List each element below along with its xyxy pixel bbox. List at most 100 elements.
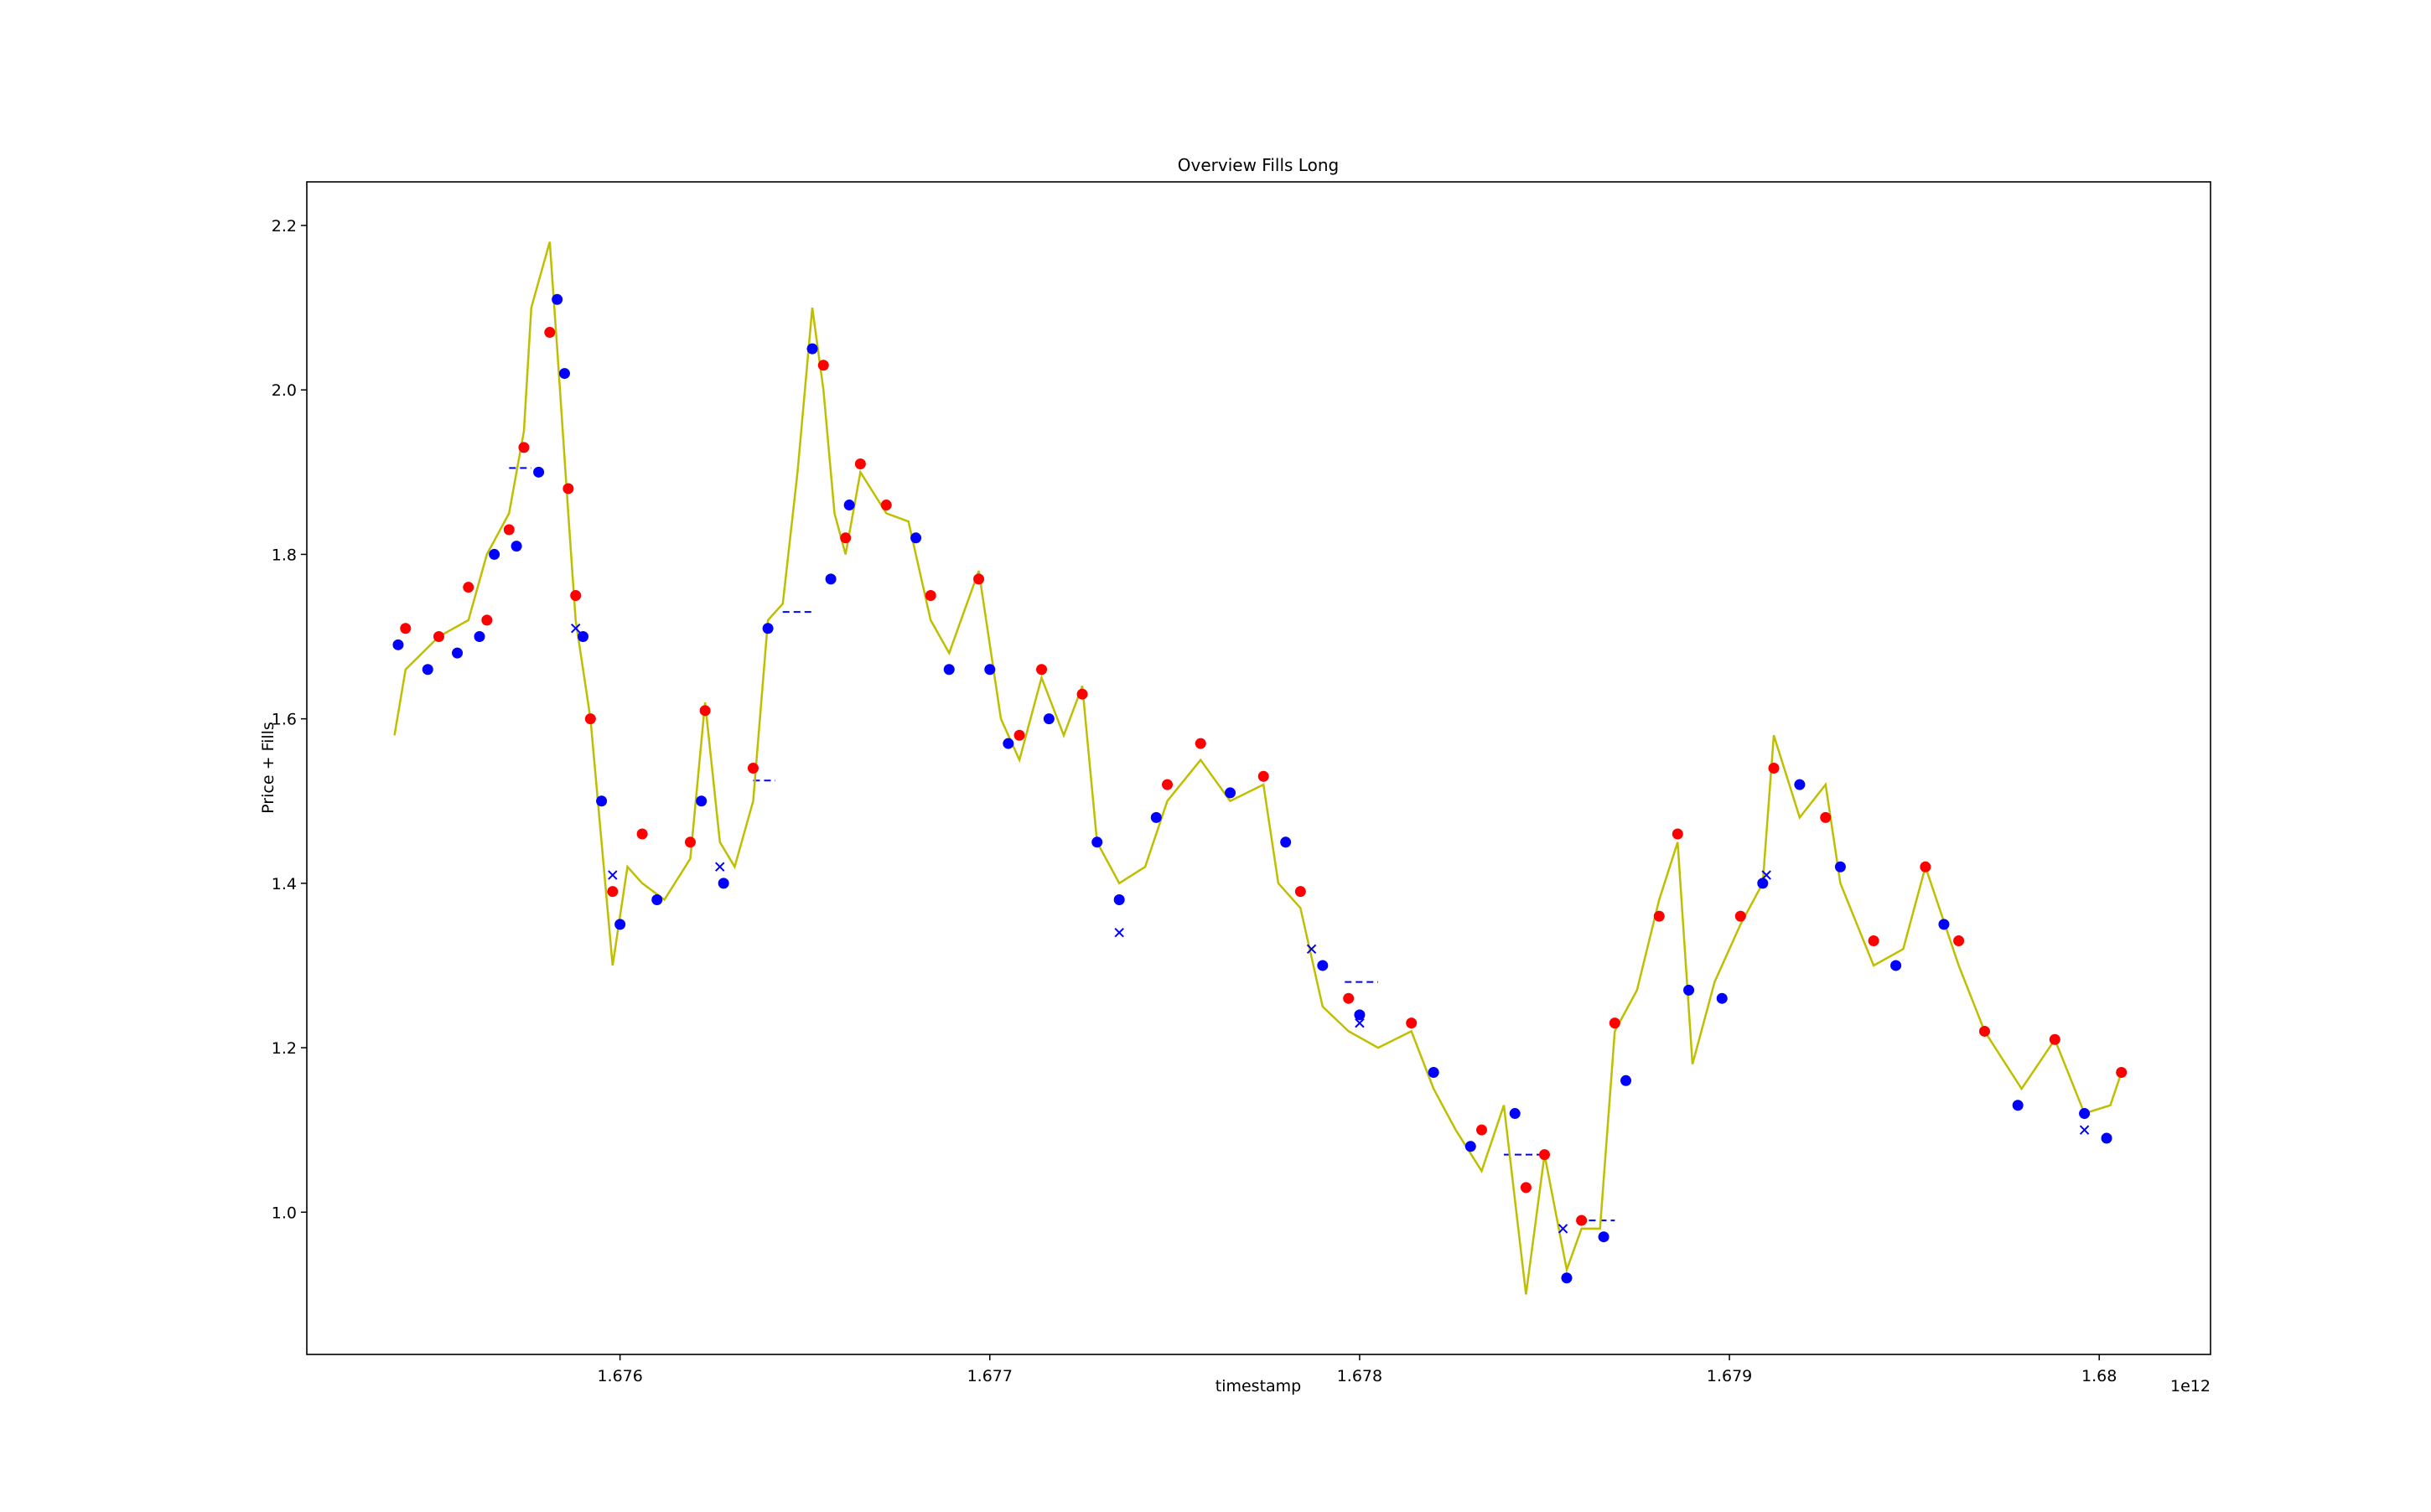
fill-dot xyxy=(596,795,608,807)
fill-dot xyxy=(1003,738,1014,749)
y-tick-label: 1.2 xyxy=(272,1039,297,1058)
fill-cross xyxy=(1114,928,1124,938)
fill-dot xyxy=(1820,811,1832,823)
fill-dot xyxy=(570,589,582,601)
fill-dot xyxy=(1354,1009,1366,1021)
fill-dot xyxy=(1091,836,1103,848)
fill-dot xyxy=(474,631,485,643)
fill-dot xyxy=(1280,836,1292,848)
fill-dot xyxy=(1620,1074,1632,1086)
fill-dot xyxy=(562,483,574,495)
plot-frame xyxy=(306,181,2211,1355)
fill-dot xyxy=(489,548,500,560)
fill-dot xyxy=(762,623,774,634)
fill-dot xyxy=(1598,1231,1609,1243)
x-tick-label: 1.677 xyxy=(967,1367,1013,1385)
x-tick-label: 1.68 xyxy=(2081,1367,2117,1385)
fill-dot xyxy=(422,664,433,676)
fill-dot xyxy=(1406,1017,1418,1029)
fill-dot xyxy=(1043,713,1055,725)
fill-dot xyxy=(854,458,866,470)
fill-dot xyxy=(696,795,708,807)
fill-cross xyxy=(715,862,725,872)
fill-dot xyxy=(481,614,493,626)
fill-dot xyxy=(1476,1124,1488,1136)
y-tick-label: 1.6 xyxy=(272,711,297,729)
fill-dot xyxy=(1683,984,1695,996)
fill-dot xyxy=(1225,787,1236,799)
fill-dot xyxy=(2079,1108,2091,1120)
fill-dot xyxy=(1978,1025,1990,1037)
x-tick-label: 1.679 xyxy=(1707,1367,1752,1385)
fill-dot xyxy=(910,532,922,544)
price-line xyxy=(393,241,2123,1295)
fill-dot xyxy=(544,327,556,339)
fill-dot xyxy=(2012,1100,2024,1111)
fill-dot xyxy=(2049,1033,2060,1045)
x-offset-label: 1e12 xyxy=(2170,1377,2211,1395)
fill-dot xyxy=(1890,960,1902,971)
fill-dot xyxy=(1757,878,1769,889)
fill-cross xyxy=(608,870,618,880)
y-tick-label: 2.0 xyxy=(272,381,297,400)
fill-dot xyxy=(1013,729,1025,741)
fill-dot xyxy=(614,919,626,930)
fill-dot xyxy=(1716,992,1728,1004)
fill-dot xyxy=(843,500,855,511)
fill-dot xyxy=(533,466,545,478)
fill-dot xyxy=(1938,919,1950,930)
fill-dot xyxy=(511,541,522,552)
x-axis-label: timestamp xyxy=(1216,1377,1302,1395)
fill-dot xyxy=(400,623,412,634)
fill-dot xyxy=(1076,688,1088,700)
fill-dot xyxy=(1953,935,1965,947)
fill-dot xyxy=(973,573,985,585)
fill-dot xyxy=(392,639,404,650)
y-tick-label: 1.4 xyxy=(272,875,297,893)
fill-dot xyxy=(1464,1141,1476,1152)
fill-dot xyxy=(2116,1066,2128,1078)
fill-dot xyxy=(433,631,444,643)
fill-dot xyxy=(1428,1066,1439,1078)
fill-dot xyxy=(1036,664,1048,676)
fill-dot xyxy=(817,360,829,371)
fill-dot xyxy=(1520,1182,1532,1194)
fill-dot xyxy=(552,293,563,305)
fill-dot xyxy=(718,878,729,889)
fill-dot xyxy=(1653,910,1665,922)
fill-dot xyxy=(1576,1214,1588,1226)
fill-dot xyxy=(607,886,619,898)
fill-dot xyxy=(1150,811,1162,823)
fill-dot xyxy=(747,763,759,774)
fill-dot xyxy=(1561,1272,1573,1284)
fill-dot xyxy=(584,713,596,725)
fill-dot xyxy=(1868,935,1879,947)
fill-dot xyxy=(684,836,696,848)
chart-title: Overview Fills Long xyxy=(1178,155,1339,175)
fill-dot xyxy=(1162,779,1174,790)
fill-dot xyxy=(518,442,530,453)
fill-dot xyxy=(880,500,892,511)
fill-dot xyxy=(1609,1017,1620,1029)
fill-dot xyxy=(1920,861,1931,873)
y-tick-label: 1.8 xyxy=(272,546,297,564)
y-tick-label: 2.2 xyxy=(272,217,297,236)
fill-dot xyxy=(1317,960,1329,971)
fill-dot xyxy=(1834,861,1846,873)
fill-dot xyxy=(503,524,515,536)
fill-dot xyxy=(1509,1108,1521,1120)
x-tick-label: 1.676 xyxy=(597,1367,642,1385)
fill-dot xyxy=(1113,893,1125,905)
fill-dot xyxy=(1294,886,1306,898)
fill-dot xyxy=(1539,1149,1551,1161)
fill-dot xyxy=(943,664,955,676)
fill-cross xyxy=(1558,1224,1568,1234)
fill-dot xyxy=(578,631,589,643)
fill-dot xyxy=(699,705,711,717)
fill-cross xyxy=(2079,1125,2090,1135)
fill-dot xyxy=(1672,828,1683,840)
x-tick-label: 1.678 xyxy=(1337,1367,1382,1385)
fill-dot xyxy=(636,828,648,840)
y-tick-label: 1.0 xyxy=(272,1204,297,1222)
